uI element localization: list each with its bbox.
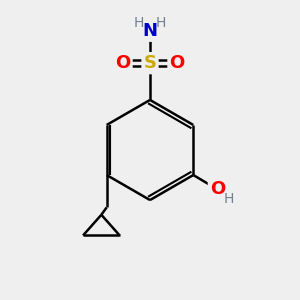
Text: O: O: [115, 54, 130, 72]
Text: O: O: [169, 54, 185, 72]
Text: H: H: [134, 16, 144, 29]
Text: H: H: [224, 193, 234, 206]
Text: N: N: [142, 22, 158, 40]
Text: S: S: [143, 54, 157, 72]
Text: H: H: [156, 16, 166, 29]
Text: O: O: [210, 180, 225, 198]
